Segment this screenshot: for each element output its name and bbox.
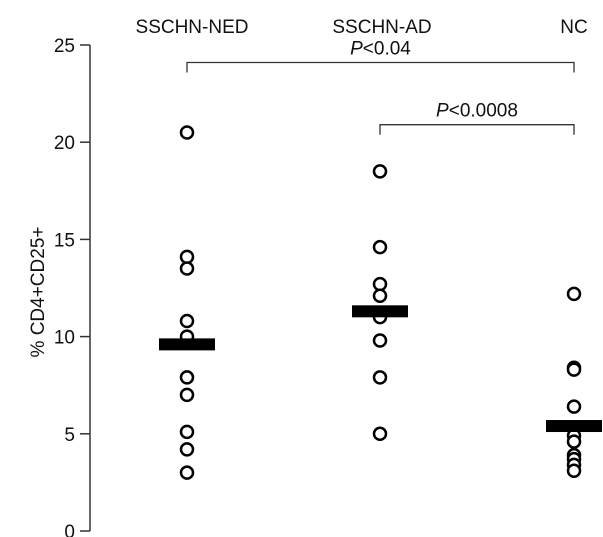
data-point: [566, 399, 582, 414]
significance-brackets: P<0.04 P<0.0008: [186, 38, 575, 135]
data-point: [372, 288, 388, 304]
p-value-label: P<0.04: [350, 38, 411, 59]
data-points: [179, 125, 582, 480]
data-point: [179, 249, 195, 265]
data-point: [566, 362, 582, 377]
category-label: NC: [560, 17, 587, 38]
data-point: [372, 370, 388, 385]
category-label: SSCHN-AD: [332, 17, 431, 38]
mean-bar: [546, 420, 602, 433]
y-tick-label: 15: [54, 230, 75, 251]
y-axis: 0 5 10 15 20 25: [54, 36, 91, 537]
data-point: [372, 164, 388, 179]
data-point: [179, 442, 195, 457]
mean-bars: [159, 305, 602, 433]
data-point: [179, 387, 195, 403]
significance-bracket: [379, 124, 575, 135]
category-label: SSCHN-NED: [136, 17, 249, 38]
y-tick-label: 25: [54, 36, 75, 57]
data-point: [179, 370, 195, 385]
data-point: [566, 286, 582, 302]
data-point: [372, 239, 388, 255]
data-point: [372, 276, 388, 292]
y-tick-label: 5: [64, 425, 75, 446]
y-tick-label: 20: [54, 133, 75, 154]
category-labels: SSCHN-NED SSCHN-AD NC: [136, 17, 588, 38]
y-axis-label: % CD4+CD25+: [28, 227, 49, 358]
y-tick-label: 0: [64, 522, 75, 537]
data-point: [372, 333, 388, 348]
mean-bar: [352, 305, 408, 318]
data-point: [179, 465, 195, 480]
mean-bar: [159, 338, 215, 351]
data-point: [179, 261, 195, 276]
data-point: [372, 426, 388, 442]
y-tick-label: 10: [54, 328, 75, 349]
data-point: [179, 313, 195, 329]
data-point: [179, 424, 195, 440]
data-point: [566, 434, 582, 449]
significance-bracket: [186, 61, 575, 73]
data-point: [566, 463, 582, 478]
p-value-label: P<0.0008: [436, 101, 518, 122]
data-point: [179, 125, 195, 140]
